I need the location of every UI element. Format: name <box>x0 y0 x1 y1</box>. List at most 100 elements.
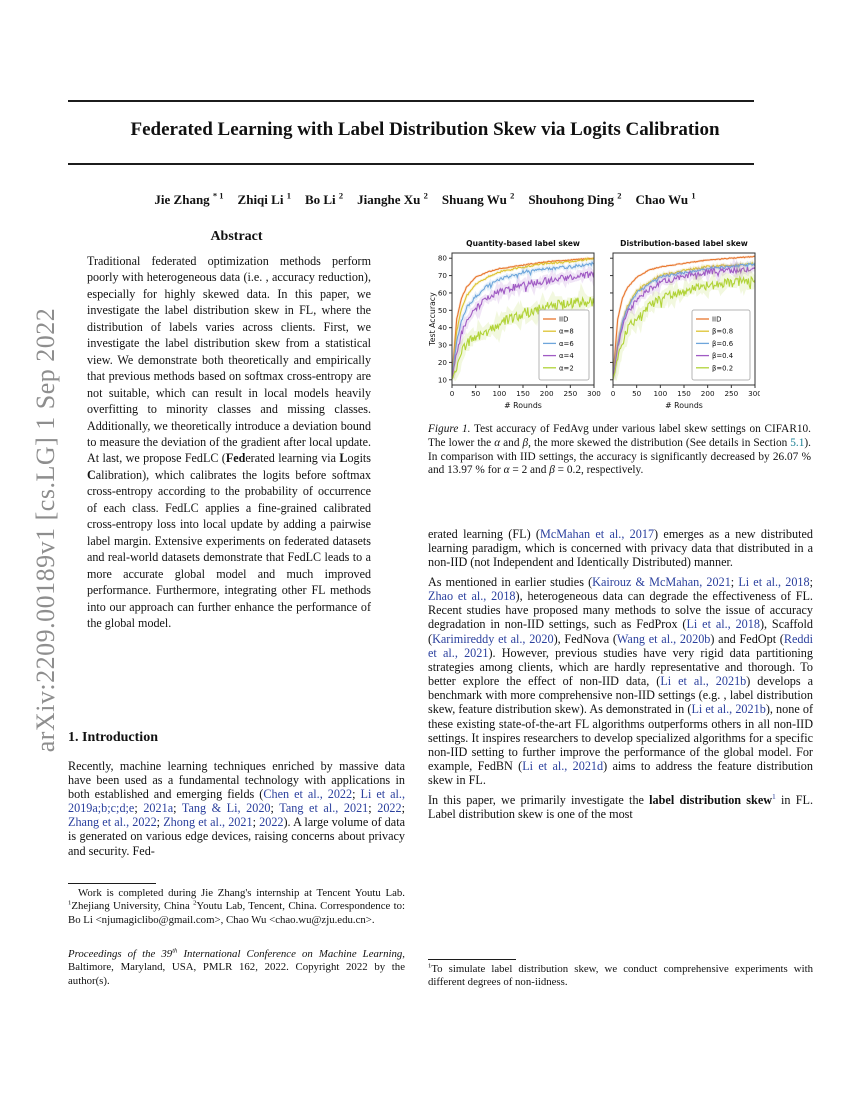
text-segment: , the more skewed the distribution (See … <box>528 436 791 449</box>
x-tick-label: 150 <box>677 389 691 398</box>
author-name: Jie Zhang * 1 <box>154 191 224 208</box>
citation-link[interactable]: Kairouz & McMahan, 2021 <box>592 574 731 589</box>
text-segment: in FL. Label distribution skew is one of… <box>428 792 813 821</box>
citation-link[interactable]: 1 <box>772 791 776 801</box>
text-segment: C <box>87 467 96 482</box>
body-paragraph: In this paper, we primarily investigate … <box>428 791 813 821</box>
text-segment: As mentioned in earlier studies ( <box>428 574 593 589</box>
x-tick-label: 50 <box>471 389 481 398</box>
text-segment: β <box>549 464 555 477</box>
text-segment: ). However, previous studies have very r… <box>428 645 813 689</box>
citation-link[interactable]: 2022 <box>377 801 402 816</box>
legend-label: α=8 <box>559 328 574 336</box>
intro-paragraph: Recently, machine learning techniques en… <box>68 759 405 858</box>
text-segment: ; <box>252 815 260 830</box>
text-segment: ogits <box>347 451 371 466</box>
text-segment: erated learning via <box>245 451 340 466</box>
x-tick-label: 200 <box>701 389 715 398</box>
y-tick-label: 10 <box>438 375 448 384</box>
citation-link[interactable]: 2021a <box>143 801 174 816</box>
title-rule-bottom <box>68 163 754 165</box>
citation-link[interactable]: Li et al., 2021d <box>522 759 604 773</box>
chart-title: Distribution-based label skew <box>620 239 748 248</box>
arxiv-watermark: arXiv:2209.00189v1 [cs.LG] 1 Sep 2022 <box>31 307 60 753</box>
x-tick-label: 100 <box>492 389 506 398</box>
citation-link[interactable]: Li et al., 2021b <box>691 702 766 717</box>
x-tick-label: 250 <box>563 389 577 398</box>
text-segment: L <box>339 451 348 466</box>
series-line-β=0.4 <box>612 265 756 379</box>
series-line-α=4 <box>451 271 595 379</box>
author-name: Chao Wu 1 <box>635 191 696 208</box>
legend-label: α=4 <box>559 352 574 360</box>
author-name: Bo Li 2 <box>304 191 344 208</box>
text-segment: ). A large volume of data is generated o… <box>68 815 405 858</box>
figure1: 0 50 100 150 200 250 300 10 20 30 40 50 60 70 80 Quanti… <box>428 232 762 416</box>
x-tick-label: 0 <box>450 389 455 398</box>
text-segment: , Baltimore, Maryland, USA, PMLR 162, 20… <box>68 948 405 987</box>
text-segment: ), FedNova ( <box>553 631 617 646</box>
text-segment: In this paper, we primarily investigate … <box>428 792 650 807</box>
subplot-quantity-skew: 0 50 100 150 200 250 300 10 20 30 40 50 60 70 80 Quanti… <box>428 239 601 410</box>
citation-link[interactable]: McMahan et al., 2017 <box>540 527 655 541</box>
series-line-α=2 <box>451 296 595 380</box>
legend-label: α=6 <box>559 340 574 348</box>
citation-link[interactable]: Zhang et al., 2022 <box>68 815 157 830</box>
text-segment: label distribution skew <box>649 792 773 807</box>
citation-link[interactable]: Reddi et al., 2021 <box>428 631 813 660</box>
legend-box <box>691 309 751 381</box>
text-segment: alibration), which calibrates the logits… <box>87 467 371 630</box>
text-segment: Test accuracy of FedAvg under various la… <box>428 423 811 449</box>
citation-link[interactable]: Li et al., 2019a;b;c;d;e <box>68 787 406 816</box>
text-segment: Traditional federated optimization metho… <box>87 254 371 466</box>
y-axis-label: Test Accuracy <box>428 292 437 347</box>
citation-link[interactable]: Wang et al., 2020b <box>616 631 711 646</box>
citation-link[interactable]: 2022 <box>259 815 284 830</box>
citation-link[interactable]: Karimireddy et al., 2020 <box>432 631 554 646</box>
body-paragraph: erated learning (FL) (McMahan et al., 20… <box>428 527 813 569</box>
text-segment: ), heterogeneous data can degrade the ef… <box>428 589 813 632</box>
series-line-β=0.8 <box>612 261 756 377</box>
footnote-rule-right <box>428 959 516 960</box>
text-segment: Proceedings of the 39 <box>68 948 173 960</box>
figure1-charts: 0 50 100 150 200 250 300 10 20 30 40 50 60 70 80 Quanti… <box>428 239 762 410</box>
citation-link[interactable]: Tang et al., 2021 <box>279 801 369 816</box>
section-ref-link[interactable]: 5.1 <box>790 436 805 449</box>
author-name: Jianghe Xu 2 <box>357 191 428 208</box>
author-name: Shouhong Ding 2 <box>528 191 622 208</box>
author-affiliation-mark: 1 <box>286 191 291 201</box>
citation-link[interactable]: Tang & Li, 2020 <box>181 801 271 816</box>
paper-title: Federated Learning with Label Distributi… <box>130 119 720 140</box>
author-line: Jie Zhang * 1 Zhiqi Li 1 Bo Li 2 Jianghe Xu… <box>0 191 850 208</box>
author-name: Zhiqi Li 1 <box>237 191 291 208</box>
author-affiliation-mark: 2 <box>617 191 622 201</box>
legend-label: IID <box>559 316 568 324</box>
text-segment: β <box>522 436 529 449</box>
author-affiliation-mark: * 1 <box>212 191 224 201</box>
legend-label: β=0.6 <box>712 340 733 348</box>
text-segment: = 0.2, respectively. <box>554 464 644 477</box>
author-affiliation-mark: 2 <box>338 191 344 201</box>
citation-link[interactable]: Li et al., 2018 <box>738 574 810 589</box>
legend-label: IID <box>712 316 721 324</box>
text-segment: 1 <box>68 899 72 907</box>
text-segment: ) develops a benchmark with more compreh… <box>428 674 814 717</box>
citation-link[interactable]: Li et al., 2018 <box>686 617 760 632</box>
citation-link[interactable]: Zhong et al., 2021 <box>163 815 253 830</box>
text-segment: α <box>494 436 501 449</box>
text-segment: Figure 1. <box>428 423 471 435</box>
citation-link[interactable]: Li et al., 2021b <box>660 674 747 689</box>
abstract-body: Traditional federated optimization metho… <box>87 253 371 631</box>
text-segment: th <box>172 947 178 955</box>
text-segment: ), none of these existing state-of-the-a… <box>428 702 814 773</box>
text-segment: To simulate label distribution skew, we … <box>428 963 813 989</box>
citation-link[interactable]: Chen et al., 2022 <box>263 787 353 802</box>
series-line-β=0.2 <box>612 275 756 381</box>
text-segment: ; <box>134 801 144 816</box>
citation-link[interactable]: Zhao et al., 2018 <box>428 589 516 604</box>
x-tick-label: 150 <box>516 389 530 398</box>
text-segment: ; <box>270 801 280 816</box>
plot-area <box>612 254 756 381</box>
figure1-caption: Figure 1. Test accuracy of FedAvg under … <box>428 423 811 478</box>
text-segment: Work is completed during Jie Zhang's int… <box>78 887 405 899</box>
